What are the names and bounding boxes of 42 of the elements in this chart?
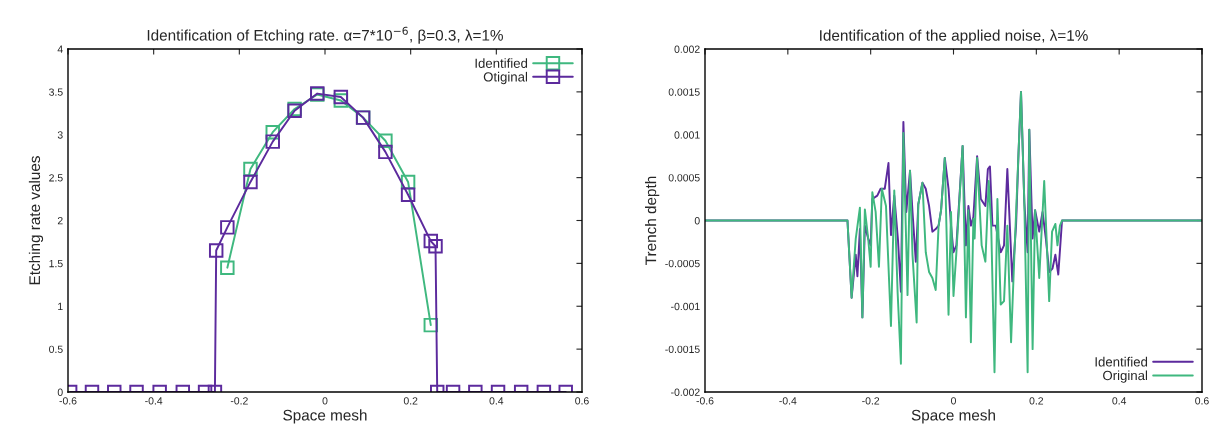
y-tick-label: 0 (57, 388, 63, 396)
legend-label: Identified (475, 58, 528, 68)
x-tick-label: -0.2 (862, 397, 880, 405)
y-tick-label: -0.001 (671, 302, 700, 311)
x-tick-label: -0.6 (696, 397, 714, 405)
y-tick-label: 0.0015 (668, 88, 700, 96)
y-tick-label: 0.0005 (668, 174, 700, 182)
x-tick-label: 0.6 (575, 397, 589, 405)
y-axis-title: Etching rate values (28, 156, 44, 285)
x-axis-title: Space mesh (283, 409, 367, 424)
y-tick-label: -0.0015 (665, 345, 700, 353)
y-tick-label: -0.0005 (665, 259, 700, 268)
y-tick-label: -0.002 (671, 388, 700, 396)
y-tick-label: 1 (58, 302, 63, 311)
x-tick-label: -0.6 (59, 397, 77, 405)
y-tick-label: 0.001 (674, 131, 700, 139)
x-tick-label: -0.4 (779, 397, 797, 405)
chart-title: Identification of Etching rate. α=7*10$^{−6}$, β=0.3, λ=1% (147, 26, 503, 44)
y-tick-label: 3 (57, 131, 63, 139)
x-tick-label: 0.4 (1112, 397, 1127, 405)
y-tick-label: 2 (57, 217, 63, 225)
x-tick-label: -0.4 (145, 397, 163, 405)
y-tick-label: 3.5 (49, 88, 63, 96)
chart-title: Identification of the applied noise, λ=1% (820, 29, 1088, 44)
y-tick-label: 0 (694, 217, 700, 225)
legend-label: Otiginal (483, 71, 528, 85)
x-tick-label: 0 (951, 397, 956, 405)
y-tick-label: 2.5 (49, 174, 63, 182)
x-tick-label: -0.2 (230, 397, 248, 405)
y-tick-label: 4 (57, 45, 63, 53)
x-tick-label: 0.2 (403, 397, 418, 405)
x-tick-label: 0.4 (489, 397, 504, 405)
legend-label: Identified (1095, 356, 1148, 367)
x-tick-label: 0 (322, 397, 328, 405)
y-tick-label: 0.002 (674, 45, 700, 53)
x-tick-label: 0.6 (1195, 397, 1209, 405)
legend-label: Original (1103, 370, 1148, 383)
y-tick-label: 0.5 (49, 345, 63, 353)
y-axis-title: Trench depth (645, 176, 660, 265)
x-axis-title: Space mesh (911, 409, 995, 424)
y-tick-label: 1.5 (49, 259, 63, 268)
x-tick-label: 0.2 (1029, 397, 1044, 405)
